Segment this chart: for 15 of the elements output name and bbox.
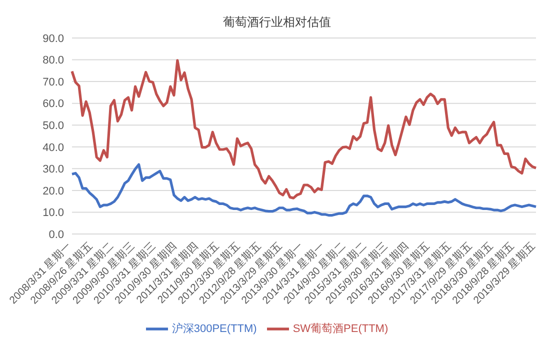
y-tick-label: 50.0 [42,120,64,132]
legend-label: SW葡萄酒PE(TTM) [292,322,388,335]
chart-title: 葡萄酒行业相对估值 [222,14,332,31]
y-tick-label: 30.0 [42,164,64,176]
legend-label: 沪深300PE(TTM) [172,322,257,335]
y-tick-label: 0.0 [48,228,64,241]
y-tick-label: 40.0 [42,142,64,154]
y-tick-label: 70.0 [42,76,64,88]
y-tick-label: 80.0 [42,54,64,67]
y-tick-label: 10.0 [42,207,64,220]
line-series [70,163,538,217]
line-series [70,59,538,200]
y-tick-label: 20.0 [42,185,64,198]
y-tick-label: 60.0 [42,98,64,110]
y-tick-label: 90.0 [42,32,64,45]
